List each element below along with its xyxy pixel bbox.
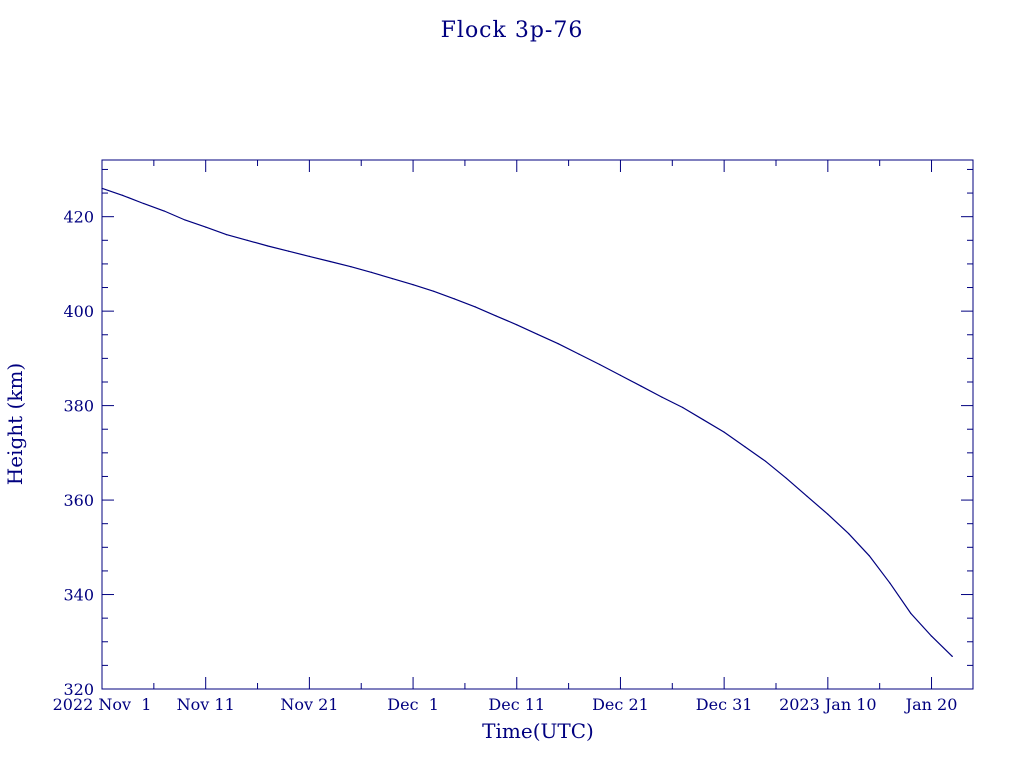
data-point: [267, 245, 269, 247]
data-point: [495, 315, 497, 317]
y-tick-label: 360: [63, 491, 94, 510]
x-tick-label: Nov 21: [280, 695, 338, 714]
data-point: [848, 533, 850, 535]
series-group: [101, 187, 953, 658]
data-point: [806, 495, 808, 497]
x-tick-label: 2023 Jan 10: [779, 695, 877, 714]
data-point: [557, 343, 559, 345]
data-point: [599, 363, 601, 366]
data-point: [661, 396, 663, 398]
data-point: [536, 333, 539, 335]
x-tick-labels: 2022 Nov 1 Nov 11 Nov 21 Dec 1 Dec 11 Dec 21 D…: [53, 695, 958, 714]
data-point: [433, 290, 435, 292]
data-point: [619, 374, 622, 376]
data-point: [184, 219, 186, 221]
data-point: [453, 298, 456, 300]
data-point: [765, 460, 767, 462]
x-tick-label: Dec 1: [387, 695, 439, 714]
data-point: [142, 202, 145, 205]
data-point: [474, 306, 476, 308]
y-axis-label: Height (km): [3, 363, 27, 485]
data-point: [308, 255, 310, 257]
x-tick-label: Dec 11: [488, 695, 545, 714]
data-point: [225, 234, 227, 236]
data-point: [371, 271, 373, 273]
data-point: [163, 210, 165, 212]
data-point: [101, 187, 103, 189]
data-point: [412, 284, 414, 286]
data-point: [122, 194, 124, 196]
x-tick-label: Jan 20: [904, 695, 958, 714]
y-tick-label: 420: [63, 208, 94, 227]
data-point: [702, 419, 705, 421]
data-point: [682, 406, 684, 409]
data-point: [827, 513, 829, 515]
y-tick-label: 340: [63, 586, 94, 605]
plot-frame: [101, 159, 974, 690]
y-tick-label: 380: [63, 397, 94, 416]
data-point: [868, 555, 870, 557]
data-point: [951, 655, 953, 658]
data-point: [889, 582, 891, 584]
x-tick-label: Dec 21: [592, 695, 649, 714]
series-line: [101, 187, 953, 657]
x-axis-label: Time(UTC): [482, 719, 594, 743]
data-point: [578, 353, 580, 355]
x-tick-label: Nov 11: [177, 695, 235, 714]
x-tick-label: Dec 31: [696, 695, 753, 714]
axis-ticks: [101, 160, 973, 690]
data-point: [910, 612, 912, 615]
data-point: [744, 446, 746, 448]
data-point: [329, 260, 331, 263]
x-tick-label: 2022 Nov 1: [53, 695, 152, 714]
data-point: [246, 239, 248, 241]
data-point: [350, 266, 352, 268]
y-tick-label: 400: [63, 302, 94, 321]
data-point: [930, 635, 933, 637]
data-point: [723, 431, 725, 433]
y-tick-labels: 320 340 360 380 400 420: [63, 208, 94, 699]
data-point: [288, 250, 290, 252]
chart-title: Flock 3p-76: [441, 18, 584, 43]
y-tick-label: 320: [63, 680, 94, 699]
data-point: [391, 278, 393, 280]
data-point: [205, 226, 207, 228]
data-point: [785, 477, 788, 479]
data-point: [640, 385, 642, 387]
data-point: [516, 324, 518, 326]
